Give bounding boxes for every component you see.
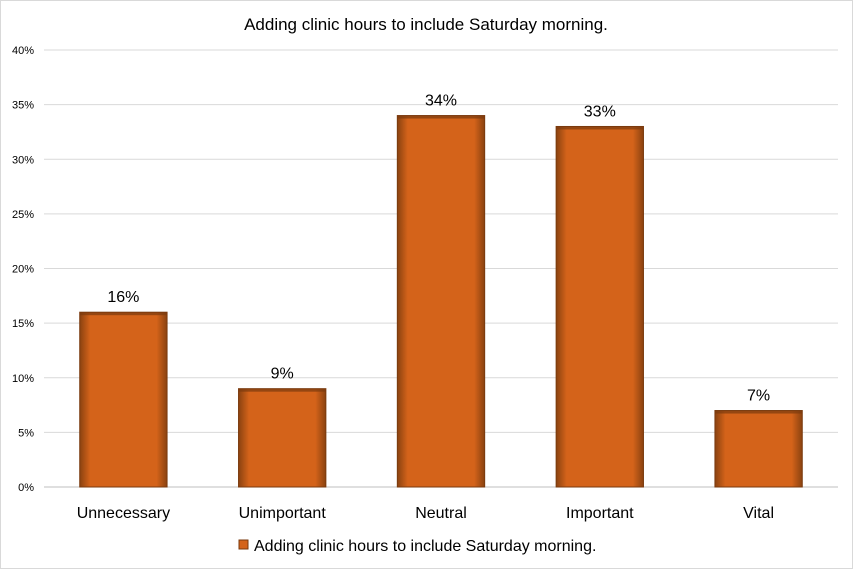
y-tick-label: 10% [12,373,34,385]
data-label: 33% [584,103,616,120]
chart-title: Adding clinic hours to include Saturday … [244,15,608,34]
category-label: Neutral [415,505,467,522]
legend: Adding clinic hours to include Saturday … [238,538,596,555]
category-label: Important [566,505,634,522]
data-label: 34% [425,93,457,110]
bar [714,410,803,488]
bars [79,115,803,488]
y-tick-label: 15% [12,318,34,330]
y-axis-ticks: 0% 5% 10% 15% 20% 25% 30% 35% 40% [12,45,34,494]
legend-swatch [238,539,249,550]
bar [555,125,644,488]
y-tick-label: 20% [12,264,34,276]
bar [396,115,486,488]
y-tick-label: 5% [18,427,34,439]
bar-top-edge [238,388,326,392]
bar-top-edge [397,115,485,119]
legend-label: Adding clinic hours to include Saturday … [254,538,596,555]
bar [79,311,168,488]
bar-top-edge [556,126,644,130]
data-label: 7% [747,388,770,405]
y-tick-label: 35% [12,100,34,112]
y-tick-label: 25% [12,209,34,221]
bar-top-edge [79,312,168,316]
category-label: Unimportant [239,505,327,522]
data-label: 9% [271,366,294,383]
bar-top-edge [714,410,803,414]
y-tick-label: 0% [18,482,34,494]
data-labels: 16% 9% 34% 33% 7% [107,93,770,405]
category-label: Vital [743,505,774,522]
y-tick-label: 40% [12,45,34,57]
category-labels: Unnecessary Unimportant Neutral Important Vi… [77,505,774,522]
data-label: 16% [107,289,139,306]
category-label: Unnecessary [77,505,170,522]
y-tick-label: 30% [12,154,34,166]
bar [238,388,327,488]
